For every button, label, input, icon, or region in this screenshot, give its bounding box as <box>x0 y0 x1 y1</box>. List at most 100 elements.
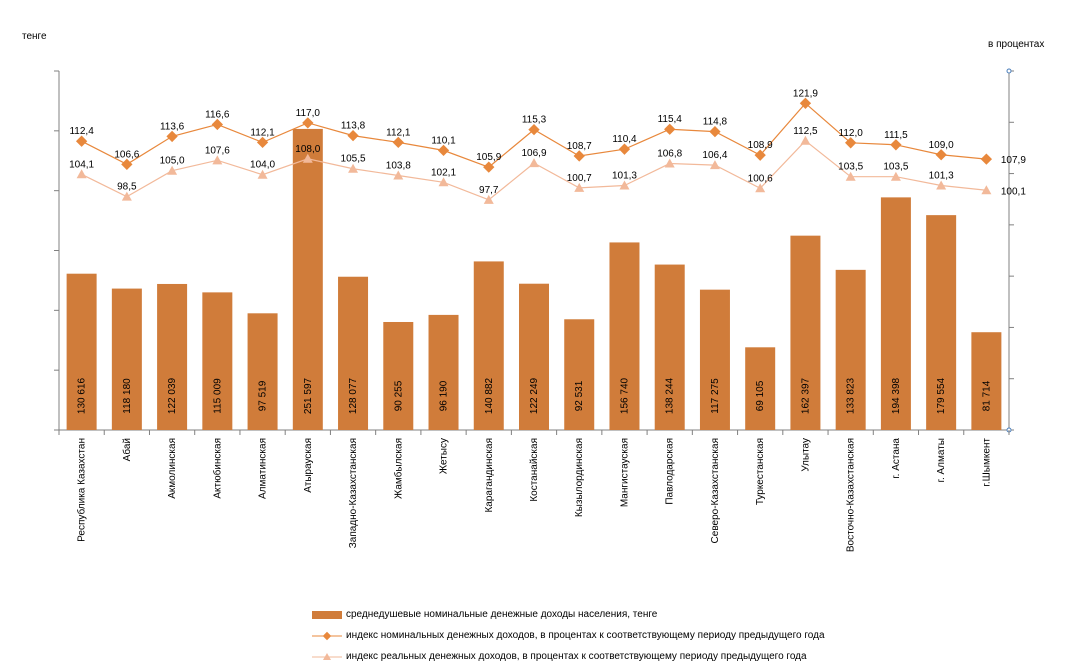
real-index-label: 107,6 <box>205 145 230 156</box>
bar <box>880 197 911 430</box>
real-index-point <box>755 183 766 193</box>
real-index-point <box>529 158 539 168</box>
nominal-index-point <box>754 149 766 161</box>
real-index-label: 104,0 <box>250 160 275 171</box>
nominal-index-label: 117,0 <box>296 108 321 119</box>
category-tick-label: Карагандинская <box>484 438 495 513</box>
legend-label-income: среднедушевые номинальные денежные доход… <box>346 609 658 620</box>
real-index-label: 101,3 <box>612 170 637 181</box>
nominal-index-point <box>709 125 721 138</box>
nominal-index-point <box>75 135 88 147</box>
bar <box>564 319 595 430</box>
nominal-index-label: 105,9 <box>476 152 501 163</box>
real-index-point <box>981 185 992 195</box>
category-tick-label: г. Алматы <box>936 438 947 482</box>
real-index-label: 106,9 <box>521 148 546 159</box>
category-tick-label: Акмолинская <box>167 438 178 499</box>
real-index-point <box>76 169 87 179</box>
real-index-point <box>619 180 630 190</box>
bar-value-label: 179 554 <box>936 377 947 414</box>
legend-swatch-real <box>312 650 342 664</box>
legend-item-nominal: индекс номинальных денежных доходов, в п… <box>312 625 825 646</box>
bar <box>926 215 957 430</box>
bar-value-label: 130 616 <box>77 377 88 414</box>
bar-value-label: 122 249 <box>529 377 540 414</box>
nominal-index-point <box>437 144 450 157</box>
bar <box>66 273 97 430</box>
category-tick-label: Атырауская <box>303 438 314 493</box>
category-tick-label: Актюбинская <box>211 438 223 499</box>
nominal-index-point <box>845 137 857 149</box>
real-index-label: 108,0 <box>295 144 320 155</box>
real-index-label: 100,1 <box>1001 186 1026 197</box>
nominal-index-label: 106,6 <box>114 149 139 160</box>
bar <box>292 128 323 431</box>
bar-value-label: 81 714 <box>981 380 992 411</box>
legend-label-nominal: индекс номинальных денежных доходов, в п… <box>346 630 825 641</box>
nominal-index-label: 115,3 <box>522 115 547 126</box>
category-tick-label: Восточно-Казахстанская <box>846 438 857 552</box>
real-index-point <box>393 170 404 180</box>
nominal-index-label: 112,1 <box>386 127 411 138</box>
nominal-index-label: 121,9 <box>793 88 818 99</box>
real-index-point <box>709 160 720 170</box>
left-axis-unit: тенге <box>22 31 47 42</box>
nominal-index-point <box>347 129 359 142</box>
real-index-point <box>121 191 132 201</box>
bar <box>790 235 821 430</box>
bar <box>473 261 504 430</box>
category-tick-label: Костанайская <box>529 438 540 502</box>
bar-value-label: 96 190 <box>439 380 450 411</box>
nominal-index-point <box>573 150 585 162</box>
bar-value-label: 251 597 <box>303 377 314 414</box>
bar-value-label: 115 009 <box>212 378 223 414</box>
nominal-index-label: 113,6 <box>160 121 185 132</box>
nominal-index-label: 108,9 <box>748 140 773 151</box>
real-index-point <box>800 135 811 145</box>
bar-value-label: 69 105 <box>755 380 766 411</box>
nominal-index-point <box>302 117 314 129</box>
bar <box>519 283 549 430</box>
bar <box>111 288 142 430</box>
real-index-point <box>302 153 313 163</box>
real-index-label: 97,7 <box>479 185 499 196</box>
bar-value-label: 162 397 <box>800 377 811 414</box>
real-index-label: 105,0 <box>160 156 185 167</box>
real-index-label: 103,5 <box>838 162 863 173</box>
bar <box>835 269 866 430</box>
real-index-label: 105,5 <box>341 154 366 165</box>
nominal-index-point <box>166 130 178 143</box>
bar-value-label: 194 398 <box>891 377 902 414</box>
real-index-label: 106,8 <box>657 149 682 160</box>
bar-value-label: 90 255 <box>393 380 404 411</box>
nominal-index-point <box>392 136 404 149</box>
bar <box>745 347 776 430</box>
bar-value-label: 138 244 <box>665 377 676 414</box>
bar-value-label: 92 531 <box>574 380 585 411</box>
bar <box>247 313 278 430</box>
real-index-point <box>167 165 178 175</box>
real-index-label: 101,3 <box>929 170 954 181</box>
bar-value-label: 133 823 <box>846 377 857 414</box>
nominal-index-label: 116,6 <box>205 109 230 120</box>
real-index-label: 100,6 <box>748 173 773 184</box>
nominal-index-point <box>618 143 631 155</box>
nominal-index-label: 109,0 <box>929 140 954 151</box>
bar <box>428 314 459 430</box>
bar <box>971 332 1002 430</box>
category-tick-label: Западно-Казахстанская <box>348 438 359 548</box>
real-index-label: 106,4 <box>702 150 727 161</box>
legend: среднедушевые номинальные денежные доход… <box>312 604 825 667</box>
real-index-label: 104,1 <box>69 159 94 170</box>
bar-value-label: 117 275 <box>710 378 721 414</box>
bar-value-label: 128 077 <box>348 377 359 414</box>
real-index-point <box>890 171 901 181</box>
real-index-label: 112,5 <box>793 126 818 137</box>
category-tick-label: Жетысу <box>439 438 450 474</box>
category-tick-label: Павлодарская <box>665 438 676 505</box>
nominal-index-label: 112,4 <box>69 126 94 137</box>
category-tick-label: Улытау <box>800 438 811 472</box>
real-index-point <box>483 194 494 204</box>
real-index-label: 103,5 <box>883 162 908 173</box>
